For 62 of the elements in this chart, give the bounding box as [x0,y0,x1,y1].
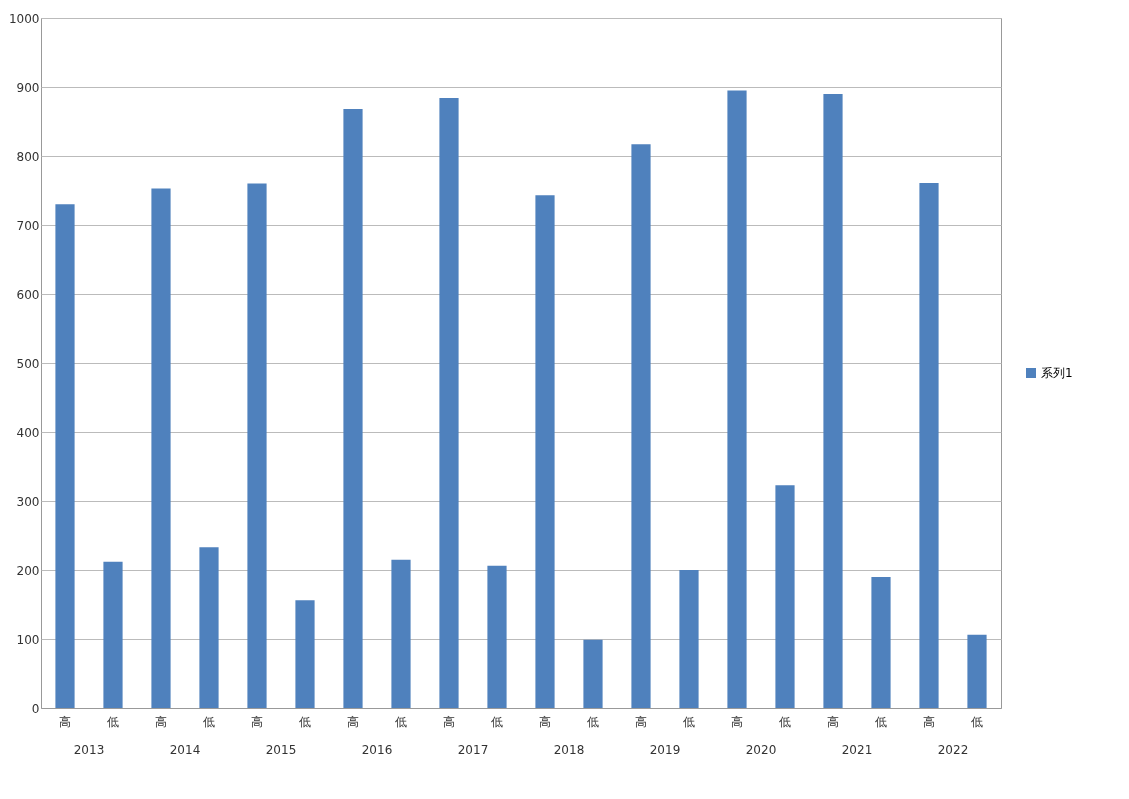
bar [247,183,267,708]
bar [487,565,507,708]
y-tick-label: 700 [16,218,40,233]
x-tick-label: 高 [827,714,839,729]
bar [151,188,171,708]
bar [295,600,315,708]
bar [775,485,795,708]
x-tick-label: 低 [491,714,503,729]
bar [871,576,891,708]
x-tick-label: 高 [635,714,647,729]
y-tick-label: 200 [16,563,40,578]
bar [583,639,603,708]
x-tick-label: 高 [443,714,455,729]
text: 2015 [265,743,297,757]
x-tick-label: 低 [875,714,887,729]
bar [343,109,363,708]
y-tick-label: 900 [16,80,40,95]
y-tick-label: 0 [31,701,40,716]
bar [535,195,555,708]
text: 2014 [169,743,201,757]
x-tick-label: 高 [347,714,359,729]
text: 2016 [361,743,393,757]
bar [679,570,699,708]
bar [631,144,651,708]
x-tick-label: 高 [731,714,743,729]
bar [439,98,459,708]
legend-label: 系列1 [1041,366,1073,380]
x-tick-label: 低 [971,714,983,729]
x-tick-label: 低 [779,714,791,729]
x-tick-label: 高 [155,714,167,729]
text: 2017 [457,743,489,757]
x-tick-label: 低 [299,714,311,729]
x-tick-label: 低 [203,714,215,729]
x-tick-label: 高 [539,714,551,729]
y-tick-label: 300 [16,494,40,509]
y-tick-label: 400 [16,425,40,440]
y-tick-label: 1000 [8,11,40,26]
y-tick-label: 500 [16,356,40,371]
x-tick-label: 低 [107,714,119,729]
text: 2019 [649,743,681,757]
bar [199,547,219,708]
x-tick-label: 高 [251,714,263,729]
text: 2021 [841,743,873,757]
text: 2018 [553,743,585,757]
bar [967,634,987,708]
y-tick-label: 800 [16,149,40,164]
bar [919,182,939,708]
bar [727,90,747,708]
y-tick-label: 100 [16,632,40,647]
bar [391,559,411,708]
text: 2020 [745,743,777,757]
x-tick-label: 低 [395,714,407,729]
text: 2022 [937,743,969,757]
y-tick-label: 600 [16,287,40,302]
text: 2013 [73,743,105,757]
x-tick-label: 高 [59,714,71,729]
x-tick-label: 低 [683,714,695,729]
x-tick-label: 低 [587,714,599,729]
bar [55,204,75,708]
bar [823,93,843,708]
bar [103,561,123,708]
x-tick-label: 高 [923,714,935,729]
